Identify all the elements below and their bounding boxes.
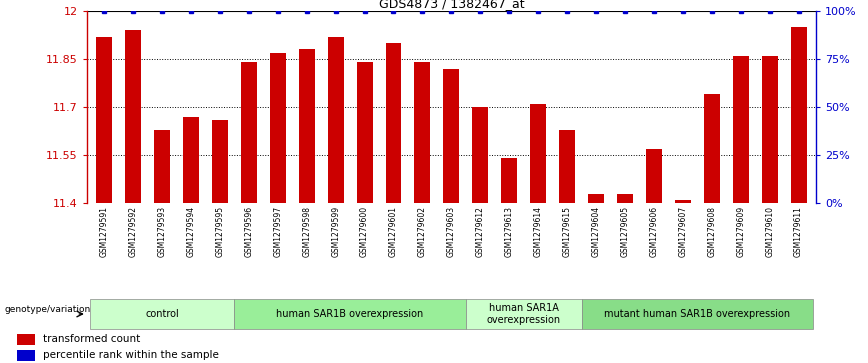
FancyBboxPatch shape xyxy=(89,299,234,329)
Text: GSM1279596: GSM1279596 xyxy=(244,206,253,257)
Text: human SAR1A
overexpression: human SAR1A overexpression xyxy=(487,303,561,325)
Bar xyxy=(270,53,286,203)
Text: GSM1279605: GSM1279605 xyxy=(621,206,629,257)
Bar xyxy=(125,30,141,203)
Text: GSM1279609: GSM1279609 xyxy=(736,206,746,257)
Text: GSM1279599: GSM1279599 xyxy=(331,206,340,257)
FancyBboxPatch shape xyxy=(234,299,466,329)
Text: control: control xyxy=(145,309,179,319)
Bar xyxy=(327,37,344,203)
Text: GSM1279615: GSM1279615 xyxy=(562,206,572,257)
Text: GSM1279608: GSM1279608 xyxy=(707,206,716,257)
Text: GSM1279611: GSM1279611 xyxy=(794,206,803,257)
Text: GSM1279603: GSM1279603 xyxy=(447,206,456,257)
Text: GSM1279594: GSM1279594 xyxy=(187,206,195,257)
Bar xyxy=(96,37,112,203)
Text: GSM1279600: GSM1279600 xyxy=(360,206,369,257)
FancyBboxPatch shape xyxy=(582,299,813,329)
Bar xyxy=(240,62,257,203)
Text: GSM1279610: GSM1279610 xyxy=(765,206,774,257)
Bar xyxy=(17,350,35,362)
Bar xyxy=(791,27,806,203)
Bar xyxy=(414,62,431,203)
Bar xyxy=(617,193,633,203)
Text: GSM1279601: GSM1279601 xyxy=(389,206,398,257)
Bar xyxy=(357,62,372,203)
Bar xyxy=(674,200,691,203)
Text: GSM1279598: GSM1279598 xyxy=(302,206,312,257)
Text: GSM1279607: GSM1279607 xyxy=(678,206,687,257)
Bar xyxy=(444,69,459,203)
Title: GDS4873 / 1382467_at: GDS4873 / 1382467_at xyxy=(378,0,524,10)
Text: GSM1279597: GSM1279597 xyxy=(273,206,282,257)
Text: GSM1279604: GSM1279604 xyxy=(591,206,601,257)
Text: GSM1279591: GSM1279591 xyxy=(100,206,108,257)
Bar xyxy=(17,334,35,345)
Text: mutant human SAR1B overexpression: mutant human SAR1B overexpression xyxy=(604,309,791,319)
Text: transformed count: transformed count xyxy=(43,334,141,344)
Text: GSM1279592: GSM1279592 xyxy=(128,206,138,257)
Text: GSM1279612: GSM1279612 xyxy=(476,206,485,257)
Text: GSM1279606: GSM1279606 xyxy=(649,206,659,257)
Bar xyxy=(761,56,778,203)
Bar xyxy=(212,120,227,203)
Bar xyxy=(530,104,546,203)
Bar xyxy=(646,149,661,203)
Bar xyxy=(588,193,604,203)
Bar xyxy=(472,107,488,203)
Bar xyxy=(155,130,170,203)
Text: genotype/variation: genotype/variation xyxy=(4,305,91,314)
Bar xyxy=(501,158,517,203)
Bar xyxy=(733,56,748,203)
Text: GSM1279595: GSM1279595 xyxy=(215,206,225,257)
Text: GSM1279614: GSM1279614 xyxy=(534,206,542,257)
Text: human SAR1B overexpression: human SAR1B overexpression xyxy=(277,309,424,319)
Bar xyxy=(704,94,720,203)
Bar xyxy=(385,43,401,203)
Bar xyxy=(183,117,199,203)
Text: percentile rank within the sample: percentile rank within the sample xyxy=(43,351,220,360)
Bar xyxy=(299,49,314,203)
Text: GSM1279602: GSM1279602 xyxy=(418,206,427,257)
FancyBboxPatch shape xyxy=(466,299,582,329)
Bar xyxy=(559,130,575,203)
Text: GSM1279613: GSM1279613 xyxy=(504,206,514,257)
Text: GSM1279593: GSM1279593 xyxy=(157,206,167,257)
